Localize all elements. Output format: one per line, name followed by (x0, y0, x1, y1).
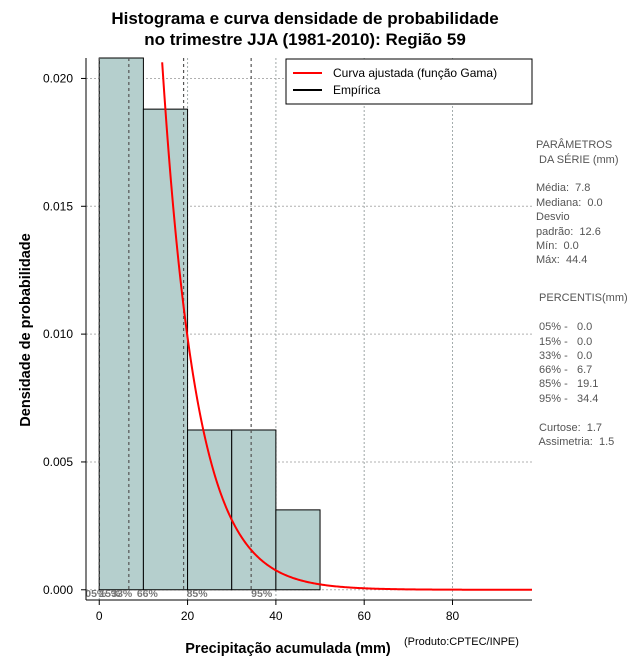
chart-title-line2: no trimestre JJA (1981-2010): Região 59 (144, 30, 466, 49)
percentile-label-95: 95% (251, 588, 273, 600)
x-axis-label: Precipitação acumulada (mm) (185, 641, 391, 657)
y-tick-label-1: 0.005 (43, 455, 73, 469)
y-tick-label-3: 0.015 (43, 199, 73, 213)
stat-min: Mín: 0.0 (536, 240, 579, 252)
pct-33: 33% - 0.0 (536, 350, 593, 362)
y-tick-label-0: 0.000 (43, 583, 73, 597)
x-tick-label-3: 60 (358, 609, 372, 623)
legend-fitted-label: Curva ajustada (função Gama) (333, 66, 497, 80)
axes: 0 20 40 60 80 0.000 0.005 0.010 0.015 0.020 (43, 58, 532, 623)
x-tick-label-1: 20 (181, 609, 195, 623)
stat-mediana: Mediana: 0.0 (536, 197, 603, 209)
histogram-bar-1 (142, 108, 189, 591)
y-tick-label-2: 0.010 (43, 327, 73, 341)
pct-66: 66% - 6.7 (536, 364, 593, 376)
legend: Curva ajustada (função Gama) Empírica (285, 58, 533, 105)
legend-empirical-label: Empírica (333, 83, 381, 97)
y-tick-label-4: 0.020 (43, 71, 73, 85)
pct-15: 15% - 0.0 (536, 336, 593, 348)
x-tick-label-4: 80 (446, 609, 460, 623)
x-tick-label-2: 40 (269, 609, 283, 623)
percentile-label-66: 66% (137, 588, 159, 600)
pct-85: 85% - 19.1 (536, 378, 599, 390)
percentis-title: PERCENTIS(mm) (536, 292, 628, 304)
stat-max: Máx: 44.4 (536, 254, 588, 266)
pct-05: 05% - 0.0 (536, 321, 593, 333)
stat-desvio-2: padrão: 12.6 (536, 226, 601, 238)
percentile-label-85: 85% (187, 588, 209, 600)
stat-assimetria: Assimetria: 1.5 (536, 436, 615, 448)
percentile-label-05: 05% (85, 588, 107, 600)
product-credit: (Produto:CPTEC/INPE) (404, 636, 519, 648)
y-axis-label: Densidade de probabilidade (18, 233, 34, 427)
percentile-label-15: 15% (99, 588, 121, 600)
stat-media: Média: 7.8 (536, 182, 591, 194)
percentile-lines: 05%15%33% 66% 85% 95% (85, 58, 273, 600)
params-title-2: DA SÉRIE (mm) (536, 154, 619, 166)
x-tick-label-0: 0 (96, 609, 103, 623)
stat-desvio-1: Desvio (536, 211, 570, 223)
histogram-bar-0 (98, 57, 144, 591)
histogram-bar-4 (275, 509, 321, 591)
percentile-label-33: 33% (111, 588, 133, 600)
fitted-curve (161, 62, 532, 591)
chart-title-line1: Histograma e curva densidade de probabil… (111, 9, 499, 28)
bars (98, 57, 321, 591)
fitted-curve-group (161, 62, 532, 591)
histogram-bar-3 (231, 429, 277, 591)
legend-box (285, 58, 533, 105)
stat-curtose: Curtose: 1.7 (536, 422, 603, 434)
pct-95: 95% - 34.4 (536, 393, 599, 405)
params-title-1: PARÂMETROS (536, 139, 613, 151)
